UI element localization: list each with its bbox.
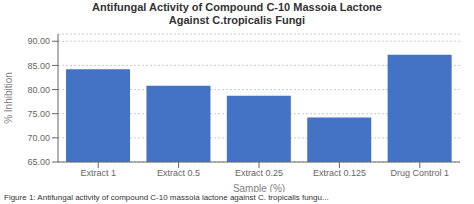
svg-text:% Inhibition: % Inhibition bbox=[8, 72, 14, 124]
svg-text:85.00: 85.00 bbox=[27, 61, 50, 71]
svg-text:Extract 0.125: Extract 0.125 bbox=[313, 168, 366, 178]
svg-text:Extract 0.25: Extract 0.25 bbox=[235, 168, 283, 178]
svg-text:80.00: 80.00 bbox=[27, 85, 50, 95]
html-text:Figure 1: Antifungal activity: Figure 1: Antifungal activity of compoun… bbox=[4, 193, 329, 202]
svg-text:70.00: 70.00 bbox=[27, 133, 50, 143]
svg-text:65.00: 65.00 bbox=[27, 157, 50, 167]
svg-text:Sample (%): Sample (%) bbox=[233, 183, 285, 192]
html-text:Against C.tropicalis Fungi: Against C.tropicalis Fungi bbox=[168, 14, 306, 26]
svg-text:Extract 1: Extract 1 bbox=[80, 168, 116, 178]
svg-text:75.00: 75.00 bbox=[27, 109, 50, 119]
html-text:Antifungal Activity of Compoun: Antifungal Activity of Compound C-10 Mas… bbox=[92, 1, 382, 13]
svg-text:Drug Control 1: Drug Control 1 bbox=[391, 168, 450, 178]
svg-text:Extract 0.5: Extract 0.5 bbox=[157, 168, 200, 178]
svg-text:90.00: 90.00 bbox=[27, 36, 50, 46]
